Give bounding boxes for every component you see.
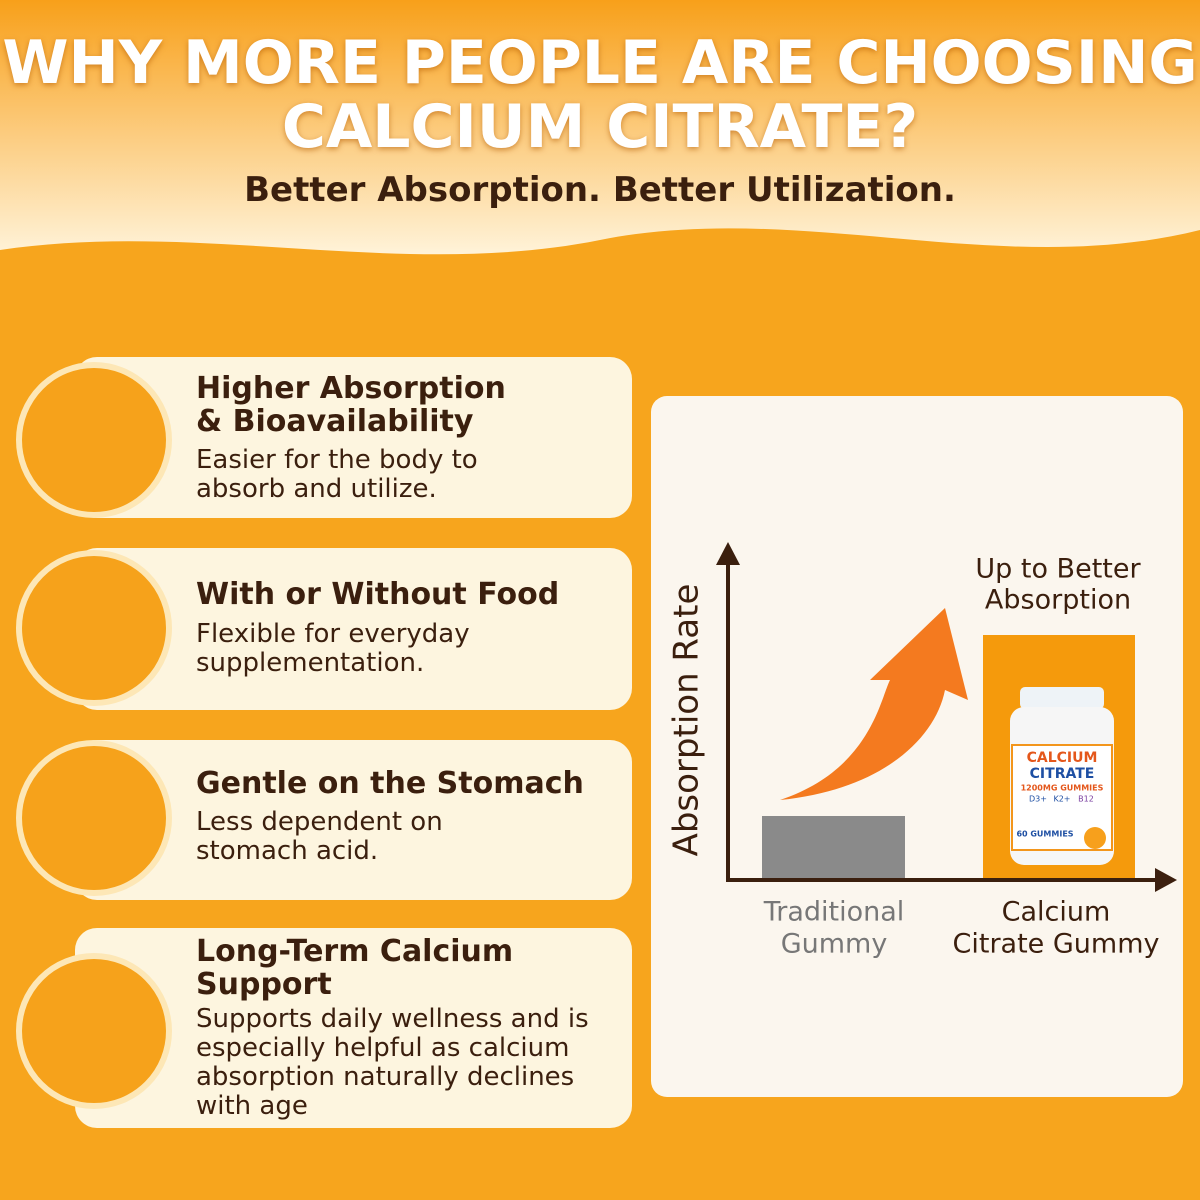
traditional-bar	[762, 816, 905, 878]
feature-icon	[16, 362, 172, 518]
line: absorb and utilize.	[196, 474, 437, 504]
line: Flexible for everyday	[196, 619, 470, 649]
feature-description: Flexible for everyday supplementation.	[196, 620, 470, 678]
feature-icon	[16, 953, 172, 1109]
bottle-text: K2+	[1053, 795, 1070, 804]
bottle-text: CALCIUM	[1027, 750, 1098, 766]
line: Higher Absorption	[196, 371, 506, 406]
feature-icon	[16, 550, 172, 706]
line: especially helpful as calcium	[196, 1033, 570, 1063]
line: Gentle on the Stomach	[196, 766, 584, 801]
y-arrow	[716, 542, 740, 565]
feature-icon	[16, 740, 172, 896]
callout: Up to Better	[975, 554, 1141, 585]
feature-description: Easier for the body to absorb and utilize…	[196, 446, 478, 504]
callout: Absorption	[985, 585, 1131, 616]
y-axis-label: Absorption Rate	[667, 584, 707, 857]
x-arrow	[1155, 868, 1177, 892]
bottle-text: CITRATE	[1030, 766, 1095, 782]
title-line: CALCIUM CITRATE?	[281, 92, 919, 162]
title-line: WHY MORE PEOPLE ARE CHOOSING	[2, 28, 1198, 98]
bottle-text: B12	[1078, 795, 1094, 804]
line: Supports daily wellness and is	[196, 1004, 589, 1034]
line: Less dependent on	[196, 807, 443, 837]
bottle-text: 60 GUMMIES	[1016, 830, 1073, 839]
feature-title: Higher Absorption & Bioavailability	[196, 372, 506, 438]
category-label: Gummy	[781, 929, 888, 960]
feature-description: Less dependent on stomach acid.	[196, 808, 443, 866]
growth-arrow	[780, 608, 968, 800]
category-label: Calcium	[1002, 897, 1111, 928]
feature-description: Supports daily wellness and is especially…	[196, 1005, 589, 1121]
line: stomach acid.	[196, 836, 379, 866]
line: absorption naturally declines	[196, 1062, 575, 1092]
feature-title: Gentle on the Stomach	[196, 767, 584, 800]
line: Support	[196, 967, 332, 1002]
header-wave	[0, 0, 1200, 255]
feature-title: Long-Term Calcium Support	[196, 935, 513, 1001]
line: supplementation.	[196, 648, 425, 678]
bottle-text: 1200MG GUMMIES	[1021, 784, 1104, 793]
line: Easier for the body to	[196, 445, 478, 475]
subtitle: Better Absorption. Better Utilization.	[244, 170, 956, 210]
bottle-text: D3+	[1029, 795, 1047, 804]
panel-bg	[651, 396, 1183, 1097]
line: Long-Term Calcium	[196, 934, 514, 969]
line: with age	[196, 1091, 308, 1121]
line: With or Without Food	[196, 577, 560, 612]
line: & Bioavailability	[196, 404, 474, 439]
product-bottle: CALCIUM CITRATE 1200MG GUMMIES D3+ K2+ B…	[1010, 687, 1114, 865]
feature-title: With or Without Food	[196, 578, 559, 611]
category-label: Citrate Gummy	[953, 929, 1160, 960]
category-label: Traditional	[763, 897, 905, 928]
